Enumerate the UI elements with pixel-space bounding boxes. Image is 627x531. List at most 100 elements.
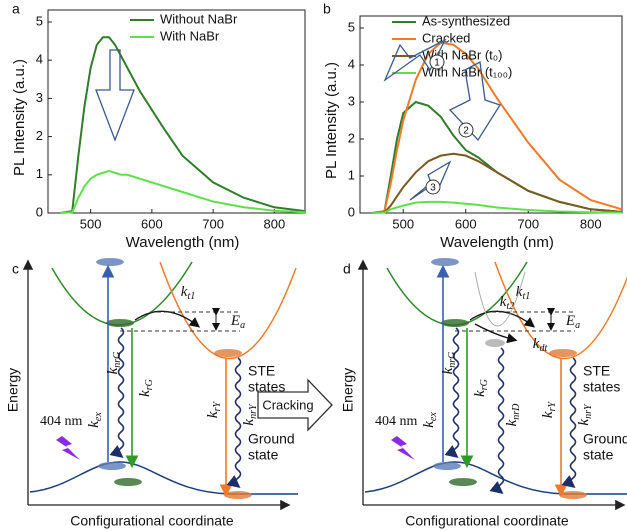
y-axis-label: PL Intensity (a.u.)	[11, 59, 28, 176]
rate-subscript: dt	[539, 343, 547, 354]
rate-label: kex	[86, 412, 104, 428]
excited-curve	[51, 261, 193, 326]
rate-label: Ea	[230, 313, 245, 331]
annotation-circle	[458, 122, 474, 138]
y-tick-label: 1	[36, 166, 43, 181]
rate-subscript: nrG	[447, 352, 458, 368]
plot-frame	[47, 9, 306, 214]
rate-subscript: rY	[212, 400, 223, 411]
rate-symbol: k	[440, 367, 456, 374]
rate-label: kt2	[500, 294, 514, 312]
state-label: states	[248, 379, 285, 395]
annotation-label: 2	[463, 126, 469, 137]
legend-label: With NaBr (t₁₀₀)	[422, 64, 512, 79]
ste-curve	[494, 261, 627, 360]
y-tick-label: 4	[36, 52, 43, 67]
rate-symbol: k	[181, 284, 188, 300]
rate-subscript: rG	[144, 379, 155, 390]
rate-label: knrY	[576, 403, 594, 426]
y-tick-label: 3	[348, 93, 355, 108]
state-label: STE	[248, 363, 275, 379]
y-tick-label: 0	[348, 204, 355, 219]
excitation-label: 404 nm	[375, 414, 418, 429]
state-label: state	[248, 447, 279, 463]
state-label: state	[583, 447, 614, 463]
panel-label: c	[12, 261, 19, 277]
x-tick-label: 700	[202, 216, 224, 231]
defect-level	[485, 339, 505, 347]
x-tick-label: 600	[141, 216, 163, 231]
process-label: Cracking	[262, 397, 313, 412]
y-tick-label: 5	[36, 13, 43, 28]
y-tick-label: 2	[36, 128, 43, 143]
rate-symbol: k	[533, 336, 540, 352]
rate-label: knrG	[105, 352, 123, 375]
axis-label: Energy	[5, 368, 21, 412]
x-tick-label: 800	[580, 216, 602, 231]
x-tick-label: 700	[517, 216, 539, 231]
nonradiative-arrow	[109, 327, 125, 459]
ste-curve	[159, 261, 297, 360]
rate-label: kt1	[181, 284, 195, 302]
annotation-arrow	[95, 49, 135, 142]
level-marker	[449, 478, 477, 486]
rate-symbol: E	[230, 313, 240, 329]
rate-subscript: rY	[547, 400, 558, 411]
legend-label: Without NaBr	[160, 11, 238, 26]
x-axis-label: Wavelength (nm)	[126, 234, 240, 251]
rate-label: knrG	[440, 352, 458, 375]
rate-symbol: E	[565, 313, 575, 329]
annotation-circle	[425, 179, 441, 195]
rate-symbol: k	[86, 421, 102, 428]
plot-frame	[359, 15, 623, 214]
rate-symbol: k	[137, 390, 153, 397]
lightning	[56, 436, 80, 460]
axis-label: Energy	[340, 368, 356, 412]
ground-curve	[29, 461, 298, 495]
annotation-arrow	[383, 38, 447, 82]
y-tick-label: 2	[348, 130, 355, 145]
level-marker	[431, 258, 459, 266]
state-label: states	[583, 379, 620, 395]
nonradiative-arrow	[489, 347, 505, 495]
rate-label: krG	[472, 379, 490, 397]
x-tick-label: 800	[264, 216, 286, 231]
excitation-label: 404 nm	[40, 414, 83, 429]
rate-label: knrY	[241, 403, 259, 426]
state-label: STE	[583, 363, 610, 379]
series-line	[59, 169, 306, 214]
rate-subscript: nrG	[112, 352, 123, 368]
rate-label: krY	[205, 400, 223, 418]
x-tick-label: 600	[455, 216, 477, 231]
nonradiative-arrow	[226, 357, 242, 489]
series-line	[371, 152, 623, 214]
y-tick-label: 1	[348, 167, 355, 182]
annotation-label: 1	[434, 58, 440, 69]
level-marker	[96, 258, 124, 266]
transfer-arrow	[469, 310, 536, 328]
series-line	[371, 41, 623, 214]
level-marker	[441, 319, 469, 327]
level-marker	[114, 478, 142, 486]
nonradiative-arrow	[561, 357, 577, 489]
series-line	[371, 200, 623, 214]
rate-subscript: a	[575, 320, 580, 331]
y-tick-label: 0	[36, 204, 43, 219]
rate-label: kdt	[533, 336, 548, 354]
rate-subscript: nrY	[583, 403, 594, 419]
transfer-arrow	[134, 310, 201, 328]
legend-label: With NaBr	[160, 28, 220, 43]
axis-label: Configurational coordinate	[70, 513, 234, 529]
nonradiative-arrow	[444, 327, 460, 459]
rate-symbol: k	[504, 419, 520, 426]
rate-subscript: ex	[428, 412, 439, 421]
y-tick-label: 4	[348, 56, 355, 71]
rate-label: krG	[137, 379, 155, 397]
rate-symbol: k	[205, 411, 221, 418]
rate-symbol: k	[576, 419, 592, 426]
level-marker	[559, 491, 587, 499]
y-tick-label: 3	[36, 90, 43, 105]
series-line	[59, 36, 306, 214]
